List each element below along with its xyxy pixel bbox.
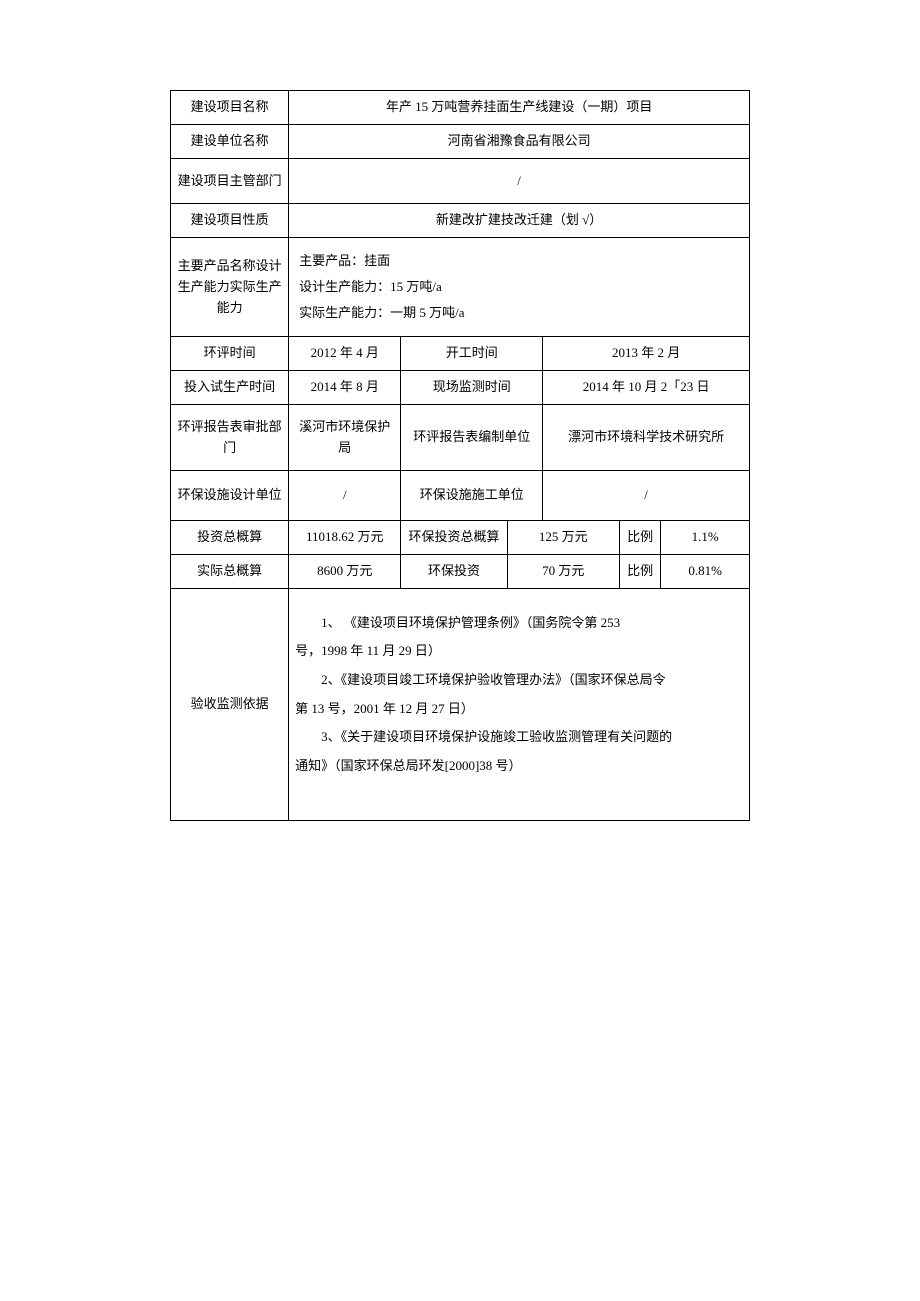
table-row: 验收监测依据 1、 《建设项目环境保护管理条例》（国务院令第 253 号，199… xyxy=(171,588,750,821)
product-line3: 实际生产能力：一期 5 万吨/a xyxy=(299,300,739,326)
value-ratio-actual: 0.81% xyxy=(661,554,750,588)
table-row: 投资总概算 11018.62 万元 环保投资总概算 125 万元 比例 1.1% xyxy=(171,521,750,555)
table-row: 建设单位名称 河南省湘豫食品有限公司 xyxy=(171,124,750,158)
value-eia-time: 2012 年 4 月 xyxy=(289,337,401,371)
value-construct-unit: / xyxy=(543,471,750,521)
label-monitor-time: 现场监测时间 xyxy=(401,370,543,404)
label-invest-actual: 实际总概算 xyxy=(171,554,289,588)
label-approval: 环评报告表审批部门 xyxy=(171,404,289,471)
label-invest-total: 投资总概算 xyxy=(171,521,289,555)
table-row: 主要产品名称设计生产能力实际生产能力 主要产品：挂面 设计生产能力：15 万吨/… xyxy=(171,238,750,337)
label-start-time: 开工时间 xyxy=(401,337,543,371)
value-project-name: 年产 15 万吨营养挂面生产线建设（一期）项目 xyxy=(289,91,750,125)
table-row: 实际总概算 8600 万元 环保投资 70 万元 比例 0.81% xyxy=(171,554,750,588)
value-nature: 新建改扩建技改迁建（划 √） xyxy=(289,204,750,238)
value-compile-unit: 漂河市环境科学技术研究所 xyxy=(543,404,750,471)
basis-line5: 3、《关于建设项目环境保护设施竣工验收监测管理有关问题的 xyxy=(295,723,743,752)
table-row: 建设项目主管部门 / xyxy=(171,158,750,204)
label-basis: 验收监测依据 xyxy=(171,588,289,821)
basis-line6: 通知》（国家环保总局环发[2000]38 号） xyxy=(295,752,743,781)
project-info-table: 建设项目名称 年产 15 万吨营养挂面生产线建设（一期）项目 建设单位名称 河南… xyxy=(170,90,750,821)
label-ratio-actual: 比例 xyxy=(619,554,660,588)
value-start-time: 2013 年 2 月 xyxy=(543,337,750,371)
label-eia-time: 环评时间 xyxy=(171,337,289,371)
table-row: 投入试生产时间 2014 年 8 月 现场监测时间 2014 年 10 月 2「… xyxy=(171,370,750,404)
basis-line2: 号，1998 年 11 月 29 日） xyxy=(295,637,743,666)
table-row: 环评报告表审批部门 溪河市环境保护局 环评报告表编制单位 漂河市环境科学技术研究… xyxy=(171,404,750,471)
product-line1: 主要产品：挂面 xyxy=(299,248,739,274)
value-ratio-total: 1.1% xyxy=(661,521,750,555)
value-design-unit: / xyxy=(289,471,401,521)
label-compile-unit: 环评报告表编制单位 xyxy=(401,404,543,471)
label-env-invest-total: 环保投资总概算 xyxy=(401,521,507,555)
basis-line4: 第 13 号，2001 年 12 月 27 日） xyxy=(295,695,743,724)
label-ratio-total: 比例 xyxy=(619,521,660,555)
table-row: 环评时间 2012 年 4 月 开工时间 2013 年 2 月 xyxy=(171,337,750,371)
label-construct-unit: 环保设施施工单位 xyxy=(401,471,543,521)
table-row: 建设项目名称 年产 15 万吨营养挂面生产线建设（一期）项目 xyxy=(171,91,750,125)
basis-line3: 2、《建设项目竣工环境保护验收管理办法》（国家环保总局令 xyxy=(295,666,743,695)
value-invest-total: 11018.62 万元 xyxy=(289,521,401,555)
label-product: 主要产品名称设计生产能力实际生产能力 xyxy=(171,238,289,337)
value-trial-time: 2014 年 8 月 xyxy=(289,370,401,404)
basis-line1: 1、 《建设项目环境保护管理条例》（国务院令第 253 xyxy=(295,609,743,638)
value-product: 主要产品：挂面 设计生产能力：15 万吨/a 实际生产能力：一期 5 万吨/a xyxy=(289,238,750,337)
value-env-invest-actual: 70 万元 xyxy=(507,554,619,588)
label-trial-time: 投入试生产时间 xyxy=(171,370,289,404)
label-project-name: 建设项目名称 xyxy=(171,91,289,125)
table-row: 环保设施设计单位 / 环保设施施工单位 / xyxy=(171,471,750,521)
label-unit-name: 建设单位名称 xyxy=(171,124,289,158)
label-env-invest-actual: 环保投资 xyxy=(401,554,507,588)
value-monitor-time: 2014 年 10 月 2「23 日 xyxy=(543,370,750,404)
value-approval: 溪河市环境保护局 xyxy=(289,404,401,471)
value-unit-name: 河南省湘豫食品有限公司 xyxy=(289,124,750,158)
value-env-invest-total: 125 万元 xyxy=(507,521,619,555)
table-row: 建设项目性质 新建改扩建技改迁建（划 √） xyxy=(171,204,750,238)
product-line2: 设计生产能力：15 万吨/a xyxy=(299,274,739,300)
value-basis: 1、 《建设项目环境保护管理条例》（国务院令第 253 号，1998 年 11 … xyxy=(289,588,750,821)
label-design-unit: 环保设施设计单位 xyxy=(171,471,289,521)
label-nature: 建设项目性质 xyxy=(171,204,289,238)
label-dept: 建设项目主管部门 xyxy=(171,158,289,204)
value-invest-actual: 8600 万元 xyxy=(289,554,401,588)
value-dept: / xyxy=(289,158,750,204)
